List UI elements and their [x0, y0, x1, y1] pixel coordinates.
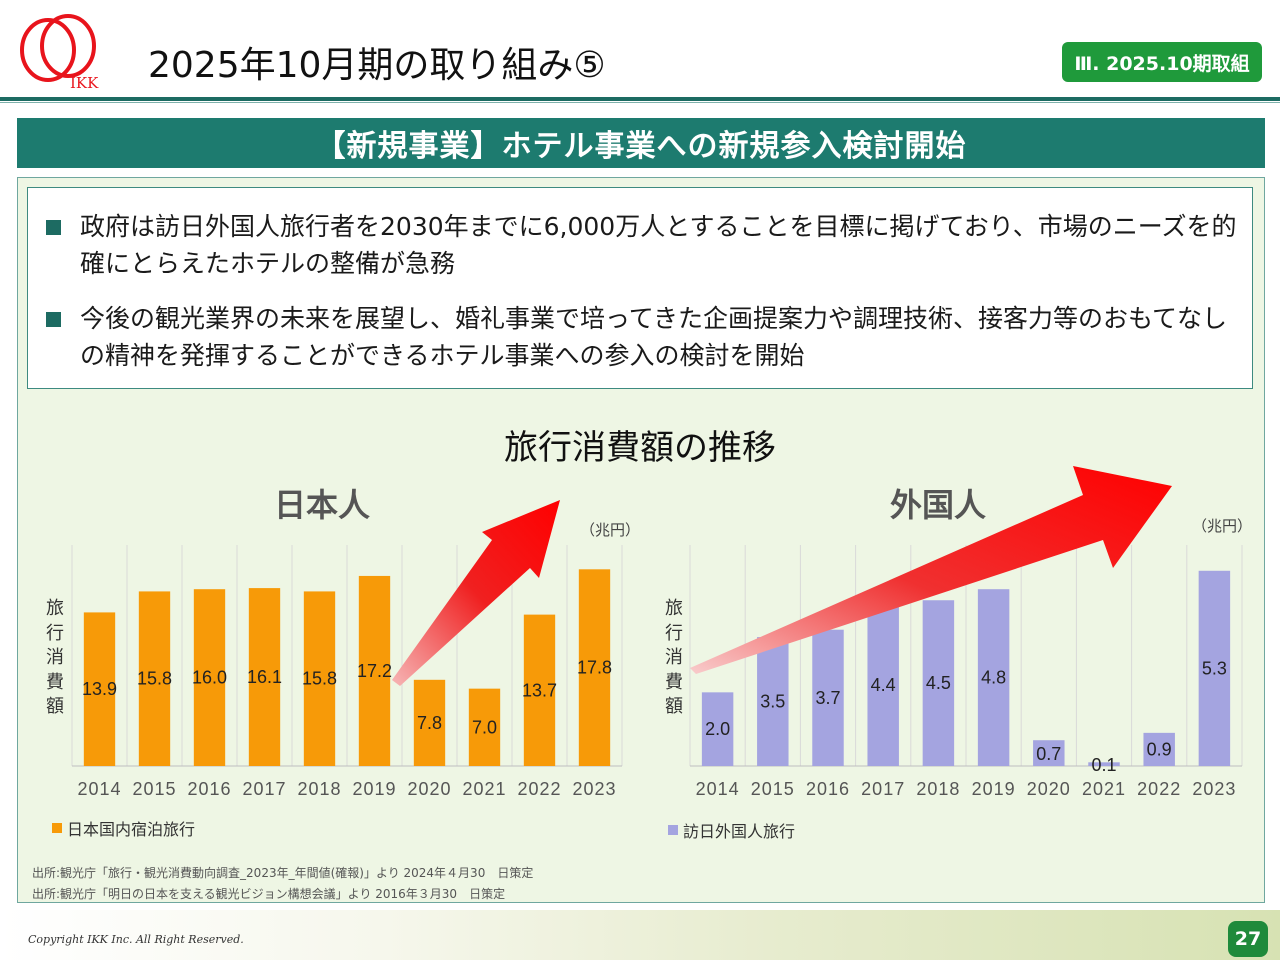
x-tick-label: 2021: [462, 779, 506, 799]
x-tick-label: 2021: [1082, 779, 1126, 799]
x-tick-label: 2014: [696, 779, 740, 799]
data-label: 7.0: [472, 717, 497, 737]
y-axis-label-foreign: 旅行消費額: [665, 598, 683, 717]
data-label: 4.5: [926, 673, 951, 693]
source-note: 出所:観光庁「明日の日本を支える観光ビジョン構想会議」より 2016年３月30 …: [32, 887, 506, 901]
x-tick-label: 2023: [572, 779, 616, 799]
legend-swatch: [668, 825, 678, 835]
page-title: 2025年10月期の取り組み⑤: [148, 45, 606, 86]
data-label: 13.9: [82, 679, 117, 699]
x-tick-label: 2017: [242, 779, 286, 799]
bar: [83, 612, 116, 766]
bar: [358, 575, 391, 766]
data-label: 13.7: [522, 680, 557, 700]
data-label: 0.7: [1036, 744, 1061, 764]
bullet-text: 今後の観光業界の未来を展望し、婚礼事業で培ってきた企画提案力や調理技術、接客力等…: [80, 304, 1228, 370]
bar: [701, 692, 734, 766]
bullet-square-icon: [46, 312, 61, 327]
bar: [193, 589, 226, 766]
bar: [248, 588, 281, 766]
x-tick-label: 2023: [1192, 779, 1236, 799]
data-label: 15.8: [137, 669, 172, 689]
data-label: 4.4: [871, 675, 896, 695]
bar: [977, 589, 1010, 766]
x-tick-label: 2018: [916, 779, 960, 799]
page-number: 27: [1228, 921, 1268, 957]
bar: [1033, 740, 1065, 766]
data-label: 16.0: [192, 668, 227, 688]
bullet-text: 政府は訪日外国人旅行者を2030年までに6,000万人とすることを目標に掲げてお…: [80, 212, 1237, 278]
data-label: 16.1: [247, 667, 282, 687]
bar: [757, 637, 789, 766]
source-note: 出所:観光庁「旅行・観光消費動向調査_2023年_年間値(確報)」より 2024…: [32, 866, 534, 880]
footer-background: [0, 910, 1280, 960]
bullet-box: [27, 187, 1253, 389]
x-tick-label: 2020: [1027, 779, 1071, 799]
trend-arrow-foreign: [690, 466, 1172, 674]
chart-unit-foreign: （兆円）: [1192, 517, 1253, 535]
bar: [468, 688, 501, 766]
bar: [1198, 570, 1231, 766]
trend-arrow-japanese: [392, 500, 560, 686]
x-tick-label: 2016: [806, 779, 850, 799]
x-tick-label: 2022: [1137, 779, 1181, 799]
chart-unit-japanese: （兆円）: [580, 521, 641, 539]
data-label: 5.3: [1202, 658, 1227, 678]
legend-label: 訪日外国人旅行: [683, 822, 796, 841]
x-tick-label: 2019: [972, 779, 1016, 799]
x-tick-label: 2019: [352, 779, 396, 799]
legend-swatch: [52, 823, 62, 833]
y-axis-label-japanese: 旅行消費額: [46, 598, 64, 717]
x-tick-label: 2017: [861, 779, 905, 799]
bar: [812, 629, 844, 766]
logo-text: IKK: [70, 74, 99, 92]
x-tick-label: 2014: [77, 779, 121, 799]
chart-title-japanese: 日本人: [274, 486, 371, 524]
bar: [1143, 732, 1175, 766]
copyright: Copyright IKK Inc. All Right Reserved.: [28, 933, 244, 946]
data-label: 17.2: [357, 661, 392, 681]
data-label: 2.0: [705, 719, 730, 739]
x-tick-label: 2022: [517, 779, 561, 799]
charts-title: 旅行消費額の推移: [504, 428, 776, 468]
bar: [1088, 762, 1120, 766]
legend-label: 日本国内宿泊旅行: [67, 820, 196, 839]
data-label: 4.8: [981, 668, 1006, 688]
data-label: 3.5: [760, 692, 785, 712]
header-divider-thin: [0, 102, 1280, 103]
bar: [413, 679, 446, 766]
bar: [138, 591, 171, 766]
data-label: 7.8: [417, 713, 442, 733]
legend-japanese: 日本国内宿泊旅行: [52, 816, 195, 840]
bar: [303, 591, 336, 766]
x-tick-label: 2015: [132, 779, 176, 799]
x-tick-label: 2020: [407, 779, 451, 799]
bar: [922, 600, 955, 766]
legend-foreign: 訪日外国人旅行: [668, 818, 795, 842]
bar: [867, 603, 899, 766]
section-banner: 【新規事業】ホテル事業への新規参入検討開始: [17, 118, 1265, 168]
x-tick-label: 2016: [187, 779, 231, 799]
x-tick-label: 2015: [751, 779, 795, 799]
data-label: 0.9: [1147, 739, 1172, 759]
data-label: 17.8: [577, 658, 612, 678]
data-label: 3.7: [815, 688, 840, 708]
bar: [578, 569, 611, 766]
header-divider: [0, 97, 1280, 101]
bar: [523, 614, 556, 766]
bullet-square-icon: [46, 220, 61, 235]
chart-title-foreign: 外国人: [890, 486, 987, 524]
ikk-logo: IKK: [20, 14, 99, 92]
data-label: 15.8: [302, 669, 337, 689]
x-tick-label: 2018: [297, 779, 341, 799]
section-badge: Ⅲ. 2025.10期取組: [1062, 42, 1262, 82]
data-label: 0.1: [1091, 755, 1116, 775]
